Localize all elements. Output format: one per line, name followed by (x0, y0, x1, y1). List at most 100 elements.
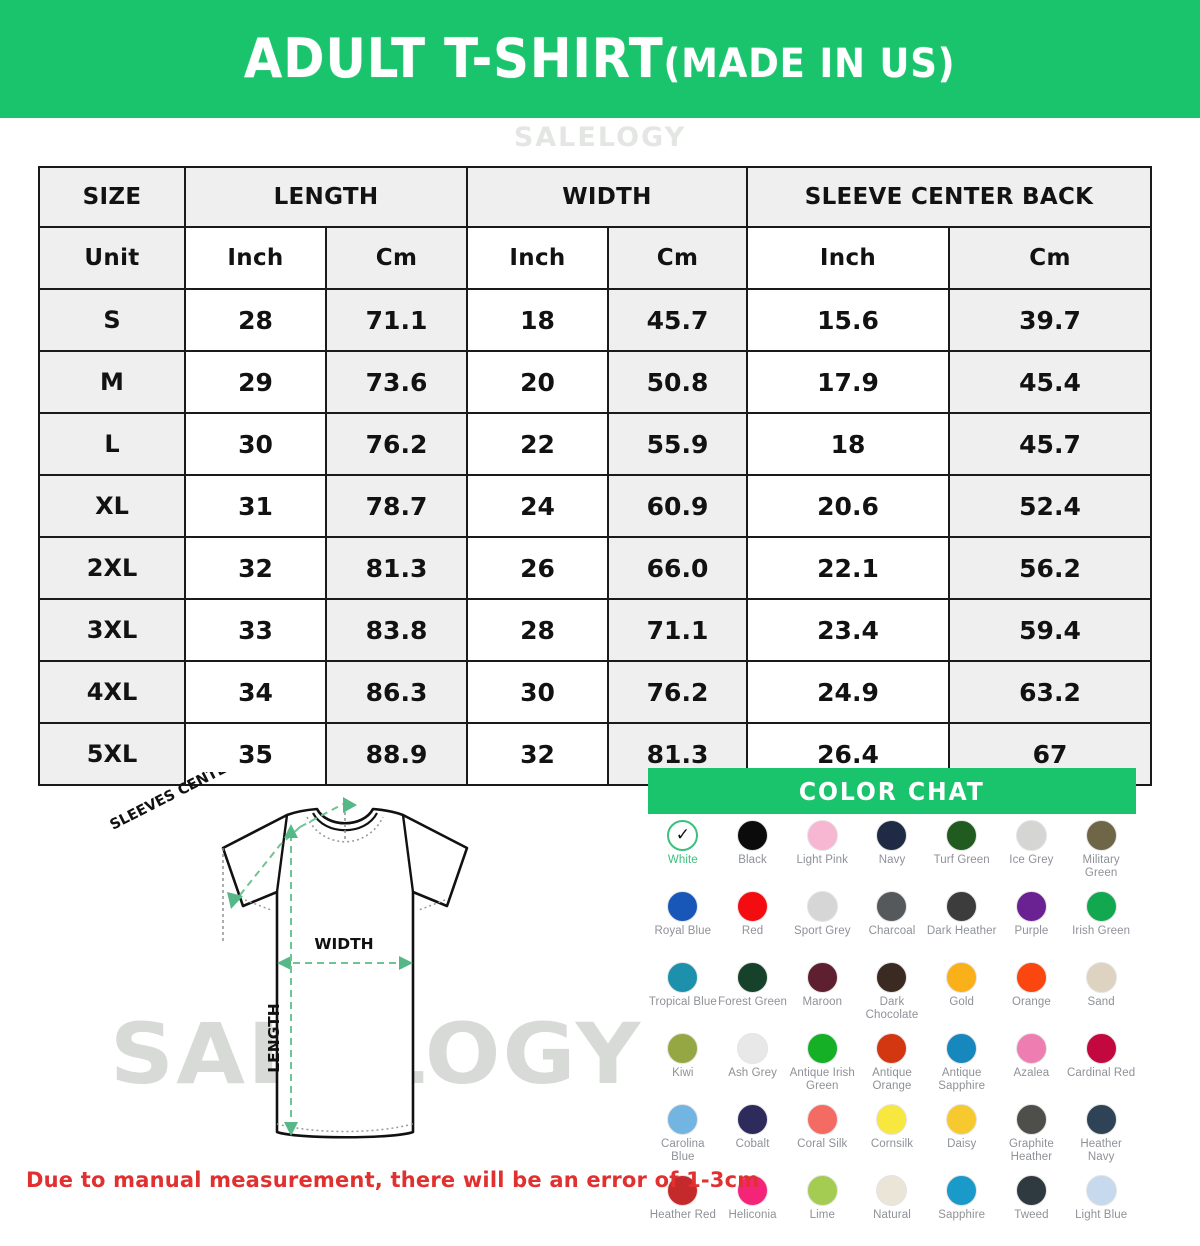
color-swatch-option[interactable]: Sport Grey (787, 891, 857, 962)
measure-cell: 30 (466, 660, 609, 724)
color-swatch-dot[interactable]: ✓ (667, 820, 699, 851)
color-swatch-option[interactable]: Forest Green (718, 962, 788, 1033)
color-swatch-option[interactable]: Royal Blue (648, 891, 718, 962)
measure-cell: 32 (466, 722, 609, 786)
color-swatch-dot[interactable] (806, 962, 838, 993)
right-sleeve-seam (401, 814, 415, 893)
color-swatch-option[interactable]: Natural (857, 1175, 927, 1246)
color-swatch-option[interactable]: Charcoal (857, 891, 927, 962)
color-swatch-option[interactable]: Daisy (927, 1104, 997, 1175)
color-swatch-option[interactable]: Dark Heather (927, 891, 997, 962)
color-swatch-label: Irish Green (1072, 925, 1131, 937)
color-swatch-option[interactable]: Dark Chocolate (857, 962, 927, 1033)
color-swatch-dot[interactable] (946, 962, 978, 993)
color-swatch-dot[interactable] (667, 962, 699, 993)
color-swatch-option[interactable]: Carolina Blue (648, 1104, 718, 1175)
color-swatch-dot[interactable] (946, 820, 978, 851)
color-swatch-option[interactable]: Irish Green (1066, 891, 1136, 962)
color-swatch-dot[interactable] (667, 1104, 699, 1135)
color-swatch-dot[interactable] (1015, 1175, 1047, 1206)
color-swatch-option[interactable]: Red (718, 891, 788, 962)
color-swatch-option[interactable]: Azalea (997, 1033, 1067, 1104)
color-swatch-dot[interactable] (667, 1033, 699, 1064)
color-swatch-dot[interactable] (946, 891, 978, 922)
color-swatch-dot[interactable] (876, 1175, 908, 1206)
color-swatch-dot[interactable] (806, 891, 838, 922)
color-swatch-dot[interactable] (876, 820, 908, 851)
color-swatch-dot[interactable] (1015, 820, 1047, 851)
color-swatch-option[interactable]: Light Pink (787, 820, 857, 891)
color-swatch-dot[interactable] (737, 820, 769, 851)
measure-cell: 15.6 (746, 288, 950, 352)
measure-cell: 86.3 (325, 660, 468, 724)
color-swatch-option[interactable]: Cornsilk (857, 1104, 927, 1175)
color-swatch-option[interactable]: Turf Green (927, 820, 997, 891)
color-swatch-dot[interactable] (946, 1033, 978, 1064)
color-swatch-option[interactable]: Maroon (787, 962, 857, 1033)
color-swatch-dot[interactable] (737, 1104, 769, 1135)
measure-cell: 31 (184, 474, 327, 538)
color-swatch-dot[interactable] (876, 962, 908, 993)
color-swatch-option[interactable]: Antique Sapphire (927, 1033, 997, 1104)
measure-cell: 20 (466, 350, 609, 414)
color-swatch-option[interactable]: Heather Navy (1066, 1104, 1136, 1175)
color-swatch-dot[interactable] (667, 891, 699, 922)
color-swatch-dot[interactable] (876, 1033, 908, 1064)
color-swatch-dot[interactable] (1085, 820, 1117, 851)
color-swatch-option[interactable]: Cobalt (718, 1104, 788, 1175)
color-swatch-dot[interactable] (1015, 962, 1047, 993)
color-swatch-label: Antique Orange (872, 1067, 912, 1092)
color-swatch-dot[interactable] (737, 962, 769, 993)
color-swatch-dot[interactable] (1085, 962, 1117, 993)
color-swatch-label: Maroon (802, 996, 843, 1008)
page-title-sub: (MADE IN US) (663, 41, 956, 87)
color-swatch-dot[interactable] (1015, 1033, 1047, 1064)
header-size: SIZE (38, 166, 186, 228)
color-swatch-dot[interactable] (737, 891, 769, 922)
color-swatch-dot[interactable] (946, 1175, 978, 1206)
color-swatch-label: Natural (873, 1209, 911, 1221)
color-swatch-grid: ✓ White Black Light Pink Navy Turf Green Ice G… (648, 820, 1136, 1246)
color-swatch-option[interactable]: Tropical Blue (648, 962, 718, 1033)
color-swatch-dot[interactable] (1085, 1033, 1117, 1064)
color-swatch-option[interactable]: Lime (787, 1175, 857, 1246)
color-swatch-dot[interactable] (876, 891, 908, 922)
color-swatch-option[interactable]: Tweed (997, 1175, 1067, 1246)
color-swatch-option[interactable]: Black (718, 820, 788, 891)
color-swatch-dot[interactable] (876, 1104, 908, 1135)
color-swatch-option[interactable]: Gold (927, 962, 997, 1033)
color-swatch-dot[interactable] (737, 1033, 769, 1064)
color-swatch-option[interactable]: Sand (1066, 962, 1136, 1033)
color-swatch-option[interactable]: Coral Silk (787, 1104, 857, 1175)
measure-cell: 76.2 (607, 660, 748, 724)
color-swatch-dot[interactable] (1085, 891, 1117, 922)
color-swatch-dot[interactable] (806, 1033, 838, 1064)
length-arrow-bottom (284, 1122, 298, 1136)
color-swatch-label: Ice Grey (1009, 854, 1054, 866)
color-swatch-option[interactable]: Antique Orange (857, 1033, 927, 1104)
color-swatch-option[interactable]: Ash Grey (718, 1033, 788, 1104)
color-swatch-dot[interactable] (1085, 1104, 1117, 1135)
color-swatch-dot[interactable] (806, 1104, 838, 1135)
color-swatch-option[interactable]: Graphite Heather (997, 1104, 1067, 1175)
color-swatch-option[interactable]: Purple (997, 891, 1067, 962)
color-swatch-dot[interactable] (1015, 891, 1047, 922)
color-swatch-option[interactable]: Light Blue (1066, 1175, 1136, 1246)
color-swatch-dot[interactable] (946, 1104, 978, 1135)
color-swatch-option[interactable]: Ice Grey (997, 820, 1067, 891)
color-swatch-option[interactable]: ✓ White (648, 820, 718, 891)
color-swatch-option[interactable]: Military Green (1066, 820, 1136, 891)
color-swatch-option[interactable]: Kiwi (648, 1033, 718, 1104)
color-swatch-dot[interactable] (806, 820, 838, 851)
color-swatch-dot[interactable] (1015, 1104, 1047, 1135)
color-swatch-option[interactable]: Antique Irish Green (787, 1033, 857, 1104)
color-swatch-option[interactable]: Cardinal Red (1066, 1033, 1136, 1104)
color-swatch-dot[interactable] (1085, 1175, 1117, 1206)
header-sleeve-center-back: SLEEVE CENTER BACK (746, 166, 1152, 228)
color-swatch-option[interactable]: Sapphire (927, 1175, 997, 1246)
color-swatch-option[interactable]: Navy (857, 820, 927, 891)
measure-cell: 88.9 (325, 722, 468, 786)
color-swatch-dot[interactable] (806, 1175, 838, 1206)
color-swatch-option[interactable]: Orange (997, 962, 1067, 1033)
label-length: LENGTH (265, 1003, 283, 1072)
